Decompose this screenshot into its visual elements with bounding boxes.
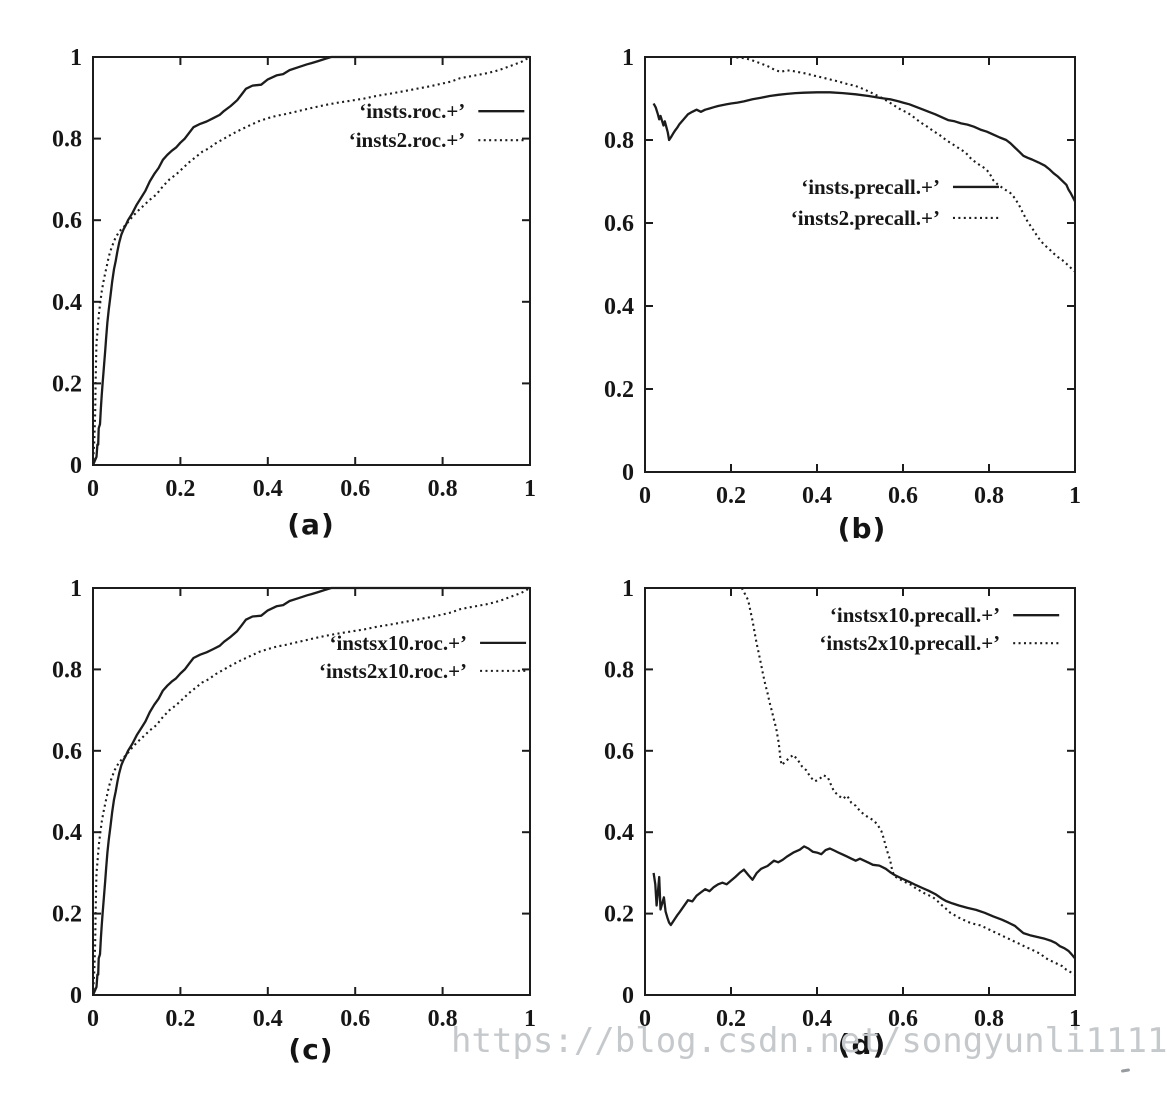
y-tick-label: 0.8: [604, 128, 634, 154]
x-tick-label: 0: [639, 483, 651, 509]
y-tick-label: 0.6: [52, 739, 82, 765]
axes-box: [92, 56, 531, 466]
x-tick-label: 0.4: [253, 1006, 283, 1032]
x-tick-label: 0.6: [340, 476, 370, 502]
y-tick-label: 0: [70, 453, 82, 479]
plot-a-canvas: 0 0.2 0.4 0.6 0.8 1 0 0.2 0.4 0.6 0.8 1 ‘insts.roc.+…: [52, 45, 536, 502]
legend-label: ‘insts2x10.roc.+’: [319, 659, 467, 683]
x-tick-label: 0.4: [802, 483, 832, 509]
axes-box: [644, 587, 1076, 996]
caption-c: (c): [288, 1033, 334, 1066]
legend-label: ‘insts2.precall.+’: [791, 206, 940, 230]
x-tick-label: 0.8: [428, 476, 458, 502]
series-line-dotted: [91, 587, 531, 996]
y-tick-label: 0.2: [604, 902, 634, 928]
y-tick-label: 0.6: [52, 208, 82, 234]
y-tick-label: 0.4: [604, 820, 634, 846]
x-tick-label: 1: [524, 476, 536, 502]
y-tick-label: 0.2: [604, 377, 634, 403]
legend-label: ‘insts2.roc.+’: [349, 128, 466, 152]
x-tick-label: 0.8: [974, 483, 1004, 509]
y-tick-label: 0.2: [52, 371, 82, 397]
x-tick-label: 1: [1069, 483, 1081, 509]
caption-a: (a): [287, 508, 335, 541]
x-tick-label: 0.6: [888, 483, 918, 509]
x-tick-label: 0: [639, 1006, 651, 1032]
x-tick-label: 0.2: [165, 476, 195, 502]
legend-label: ‘insts2x10.precall.+’: [819, 631, 1000, 655]
legend-label: ‘insts.precall.+’: [801, 175, 940, 199]
x-tick-label: 0.2: [716, 1006, 746, 1032]
scan-artifact-dot: [1120, 1068, 1131, 1073]
x-tick-label: 0.8: [974, 1006, 1004, 1032]
legend-label: ‘instsx10.roc.+’: [329, 631, 467, 655]
y-tick-label: 0.2: [52, 902, 82, 928]
series-line-solid: [652, 845, 1076, 960]
series-line-dotted: [730, 55, 1076, 273]
series-line-solid: [91, 55, 530, 466]
x-tick-label: 0: [87, 1006, 99, 1032]
caption-d: (d): [837, 1028, 887, 1061]
y-tick-label: 1: [70, 45, 82, 71]
y-tick-label: 0.4: [604, 294, 634, 320]
x-tick-label: 0.4: [253, 476, 283, 502]
y-tick-label: 0.6: [604, 211, 634, 237]
y-tick-label: 0.6: [604, 739, 634, 765]
plot-d-canvas: 0 0.2 0.4 0.6 0.8 1 0 0.2 0.4 0.6 0.8 1 ‘instsx10.pr…: [604, 576, 1081, 1032]
legend-label: ‘instsx10.precall.+’: [830, 603, 1000, 627]
y-tick-label: 0: [622, 460, 634, 486]
axes-box: [644, 56, 1076, 473]
y-tick-label: 0.8: [52, 657, 82, 683]
series-line-solid: [91, 586, 530, 996]
y-tick-label: 0.4: [52, 820, 82, 846]
x-tick-label: 0.6: [340, 1006, 370, 1032]
y-tick-label: 0: [622, 983, 634, 1009]
series-line-dotted: [740, 587, 1076, 976]
x-tick-label: 0.6: [888, 1006, 918, 1032]
x-tick-label: 1: [524, 1006, 536, 1032]
x-tick-label: 0.4: [802, 1006, 832, 1032]
x-tick-label: 1: [1069, 1006, 1081, 1032]
x-tick-label: 0.2: [165, 1006, 195, 1032]
y-tick-label: 1: [622, 45, 634, 71]
plot-b-canvas: 0 0.2 0.4 0.6 0.8 1 0 0.2 0.4 0.6 0.8 1 ‘insts.preca…: [604, 45, 1081, 509]
x-tick-label: 0: [87, 476, 99, 502]
y-tick-label: 1: [622, 576, 634, 602]
y-tick-label: 0: [70, 983, 82, 1009]
x-tick-label: 0.8: [428, 1006, 458, 1032]
series-line-solid: [652, 91, 1077, 202]
y-tick-label: 0.8: [604, 657, 634, 683]
y-tick-label: 0.8: [52, 127, 82, 153]
axes-box: [92, 587, 531, 996]
plot-c-canvas: 0 0.2 0.4 0.6 0.8 1 0 0.2 0.4 0.6 0.8 1 ‘instsx10.ro…: [52, 576, 536, 1032]
x-tick-label: 0.2: [716, 483, 746, 509]
y-tick-label: 1: [70, 576, 82, 602]
caption-b: (b): [837, 512, 887, 545]
series-line-dotted: [91, 56, 531, 466]
legend-label: ‘insts.roc.+’: [359, 99, 465, 123]
y-tick-label: 0.4: [52, 290, 82, 316]
